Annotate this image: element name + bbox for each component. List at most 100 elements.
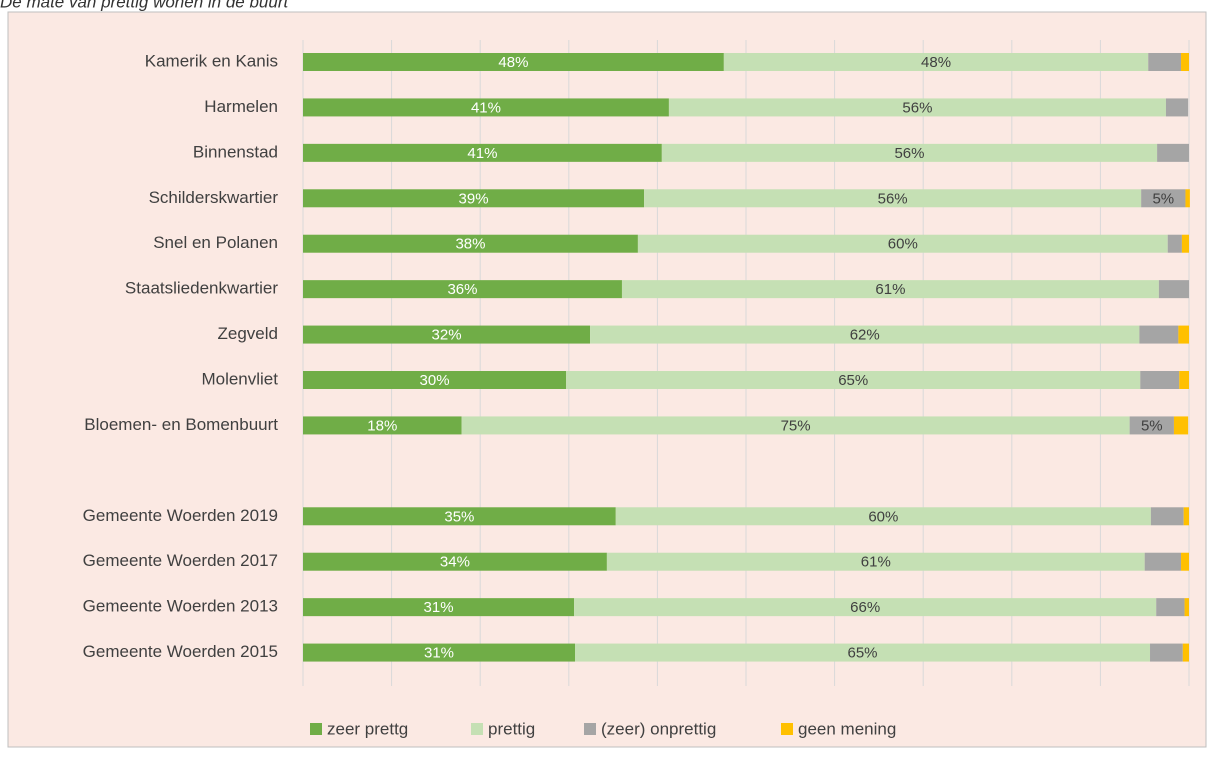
data-label: 41% <box>467 145 497 162</box>
bar-segment <box>1158 280 1189 299</box>
y-tick-label: Harmelen <box>204 97 278 116</box>
bar-segment <box>1181 552 1189 571</box>
bar-segment <box>1179 371 1189 389</box>
bar-segment <box>621 280 1159 299</box>
data-label: 62% <box>850 327 880 344</box>
bar-segment <box>1178 325 1189 344</box>
y-tick-label: Gemeente Woerden 2017 <box>83 551 278 570</box>
y-tick-label: Kamerik en Kanis <box>145 51 278 70</box>
data-label: 60% <box>888 236 918 253</box>
bar-segment <box>668 98 1166 117</box>
legend-label: (zeer) onprettig <box>601 719 716 738</box>
bar-segment <box>1185 189 1190 208</box>
bar-segment <box>303 325 591 344</box>
data-label: 18% <box>367 417 397 434</box>
y-tick-label: Gemeente Woerden 2015 <box>83 642 278 661</box>
bar-segment <box>661 143 1158 162</box>
data-label: 66% <box>850 599 880 616</box>
data-label: 61% <box>875 281 905 298</box>
y-tick-label: Staatsliedenkwartier <box>125 279 278 298</box>
chart-title: De mate van prettig wonen in de buurt <box>0 0 290 11</box>
data-label: 61% <box>861 554 891 571</box>
bar-segment <box>1167 234 1182 253</box>
data-label: 65% <box>847 645 877 662</box>
bar-segment <box>1184 598 1189 617</box>
y-tick-label: Gemeente Woerden 2019 <box>83 506 278 525</box>
data-label: 35% <box>444 508 474 525</box>
data-label: 48% <box>498 54 528 71</box>
bar-segment <box>723 53 1149 71</box>
data-label: 30% <box>420 372 450 389</box>
bar-segment <box>575 643 1151 662</box>
legend-label: prettig <box>488 719 535 738</box>
bar-segment <box>1181 53 1189 71</box>
legend-label: geen mening <box>798 719 896 738</box>
bar-segment <box>303 507 616 526</box>
legend-swatch <box>584 723 596 735</box>
data-label: 32% <box>432 327 462 344</box>
data-label: 5% <box>1152 190 1174 207</box>
bar-segment <box>303 643 576 662</box>
bar-segment <box>303 552 607 571</box>
bar-segment <box>1156 598 1185 617</box>
y-tick-label: Zegveld <box>218 324 278 343</box>
legend-swatch <box>781 723 793 735</box>
data-label: 5% <box>1141 417 1163 434</box>
bar-segment <box>303 371 567 389</box>
bar-segment <box>1182 643 1189 662</box>
data-label: 39% <box>459 190 489 207</box>
data-label: 31% <box>424 599 454 616</box>
bar-segment <box>1141 189 1186 208</box>
bar-segment <box>1129 416 1174 435</box>
bar-segment <box>1139 325 1179 344</box>
bar-segment <box>1183 507 1189 526</box>
data-label: 38% <box>455 236 485 253</box>
bar-segment <box>1181 234 1189 253</box>
bar-segment <box>303 416 462 435</box>
bar-segment <box>303 598 575 617</box>
data-label: 31% <box>424 645 454 662</box>
y-tick-label: Schilderskwartier <box>149 188 279 207</box>
y-tick-label: Bloemen- en Bomenbuurt <box>84 415 278 434</box>
data-label: 56% <box>878 190 908 207</box>
data-label: 56% <box>894 145 924 162</box>
bar-segment <box>1140 371 1180 389</box>
bar-segment <box>1150 643 1183 662</box>
data-label: 34% <box>440 554 470 571</box>
data-label: 41% <box>471 99 501 116</box>
bar-segment <box>590 325 1140 344</box>
y-tick-label: Binnenstad <box>193 142 278 161</box>
bar-segment <box>303 98 669 117</box>
bar-segment <box>1165 98 1189 117</box>
y-tick-label: Molenvliet <box>201 369 278 388</box>
bar-segment <box>644 189 1142 208</box>
data-label: 48% <box>921 54 951 71</box>
bar-segment <box>461 416 1130 435</box>
bar-segment <box>1173 416 1189 435</box>
y-tick-label: Gemeente Woerden 2013 <box>83 597 278 616</box>
bar-segment <box>574 598 1157 617</box>
bar-segment <box>303 53 724 71</box>
bar-segment <box>606 552 1145 571</box>
data-label: 65% <box>838 372 868 389</box>
bar-segment <box>1157 143 1189 162</box>
bar-segment <box>1150 507 1184 526</box>
bar-segment <box>637 234 1168 253</box>
y-tick-label: Snel en Polanen <box>153 233 278 252</box>
bar-segment <box>303 143 662 162</box>
bar-segment <box>303 280 622 299</box>
legend-label: zeer prettg <box>327 719 408 738</box>
data-label: 56% <box>902 99 932 116</box>
data-label: 60% <box>868 508 898 525</box>
bar-segment <box>615 507 1151 526</box>
legend-swatch <box>310 723 322 735</box>
bar-segment <box>303 189 645 208</box>
bar-segment <box>566 371 1141 389</box>
bar-segment <box>1144 552 1182 571</box>
bar-segment <box>1148 53 1182 71</box>
legend-swatch <box>471 723 483 735</box>
data-label: 75% <box>781 417 811 434</box>
data-label: 36% <box>447 281 477 298</box>
